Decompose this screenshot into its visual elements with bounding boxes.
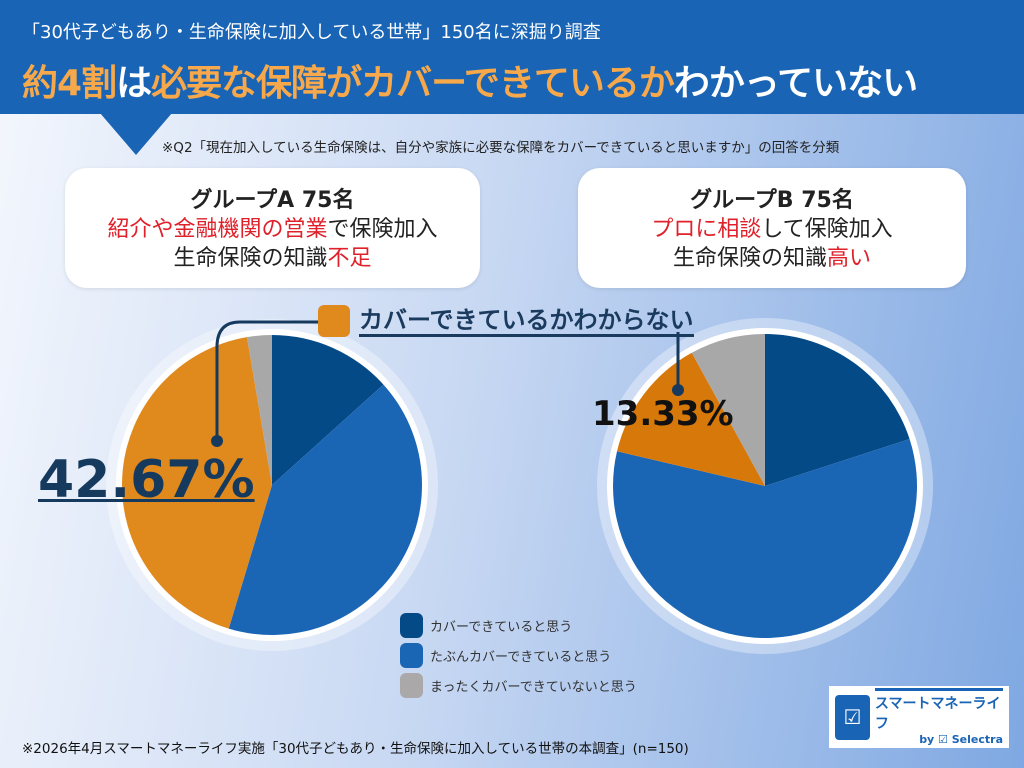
pie-slice-3 (121, 337, 272, 629)
callout-text: カバーできているかわからない (359, 306, 694, 337)
title-part: は (116, 63, 152, 104)
title-part: 約4割 (22, 63, 117, 104)
callout-label: カバーできているかわからない (318, 305, 694, 337)
group-b-line2-red: 高い (827, 246, 872, 271)
logo-name: スマートマネーライフ (874, 688, 1003, 733)
pie-slice-1 (272, 335, 384, 485)
header-pointer (100, 113, 172, 155)
legend-swatch (400, 642, 423, 668)
legend: カバーできていると思う たぶんカバーできていると思う まったくカバーできていない… (400, 610, 637, 700)
group-a-unknown-percent: 42.67% (38, 450, 255, 510)
legend-swatch (400, 672, 423, 698)
legend-label: カバーできていると思う (430, 619, 573, 635)
title-part: 必要な保障がカバーできているか (151, 63, 675, 104)
question-note: ※Q2「現在加入している生命保険は、自分や家族に必要な保障をカバーできていると思… (162, 140, 840, 156)
callout-swatch (318, 305, 350, 337)
legend-swatch (400, 612, 423, 638)
group-b-heading: グループB 75名 (690, 188, 854, 213)
subtitle: 「30代子どもあり・生命保険に加入している世帯」150名に深掘り調査 (22, 22, 601, 43)
callout-line-a (215, 320, 320, 440)
group-a-line2: 生命保険の知識 (173, 246, 328, 271)
pie-slice-1 (765, 334, 910, 486)
pie-slice-2 (613, 439, 917, 638)
legend-item: たぶんカバーできていると思う (400, 640, 637, 670)
group-b-card: グループB 75名 プロに相談して保険加入 生命保険の知識高い (578, 168, 966, 288)
header-banner (0, 0, 1024, 114)
piggy-bank-icon: ☑ (835, 694, 870, 740)
callout-dot-b (672, 384, 684, 396)
legend-item: まったくカバーできていないと思う (400, 670, 637, 700)
callout-dot-a (211, 435, 223, 447)
group-a-heading: グループA 75名 (190, 188, 355, 213)
group-a-line2-red: 不足 (327, 246, 372, 271)
group-b-line1-red: プロに相談 (651, 217, 762, 242)
group-a-line1: で保険加入 (327, 217, 438, 242)
footer-source: ※2026年4月スマートマネーライフ実施「30代子どもあり・生命保険に加入してい… (22, 741, 689, 757)
legend-label: たぶんカバーできていると思う (430, 649, 612, 665)
pie-group-b (597, 318, 933, 654)
group-a-card: グループA 75名 紹介や金融機関の営業で保険加入 生命保険の知識不足 (65, 168, 480, 288)
logo-by: by ☑ Selectra (919, 733, 1003, 746)
group-a-line1-red: 紹介や金融機関の営業 (107, 217, 328, 242)
group-b-unknown-percent: 13.33% (592, 394, 734, 434)
pie-slice-3 (617, 352, 765, 486)
title-part: わかっていない (673, 63, 918, 104)
pie-slice-2 (228, 384, 423, 635)
pie-slice-4 (691, 334, 765, 486)
pie-group-a (106, 319, 438, 651)
legend-label: まったくカバーできていないと思う (430, 679, 637, 695)
logo: ☑ スマートマネーライフ by ☑ Selectra (829, 686, 1009, 748)
page-title: 約4割は必要な保障がカバーできているかわかっていない (22, 54, 918, 106)
pie-slice-4 (246, 335, 272, 485)
group-b-line1: して保険加入 (761, 217, 893, 242)
group-b-line2: 生命保険の知識 (672, 246, 827, 271)
legend-item: カバーできていると思う (400, 610, 637, 640)
